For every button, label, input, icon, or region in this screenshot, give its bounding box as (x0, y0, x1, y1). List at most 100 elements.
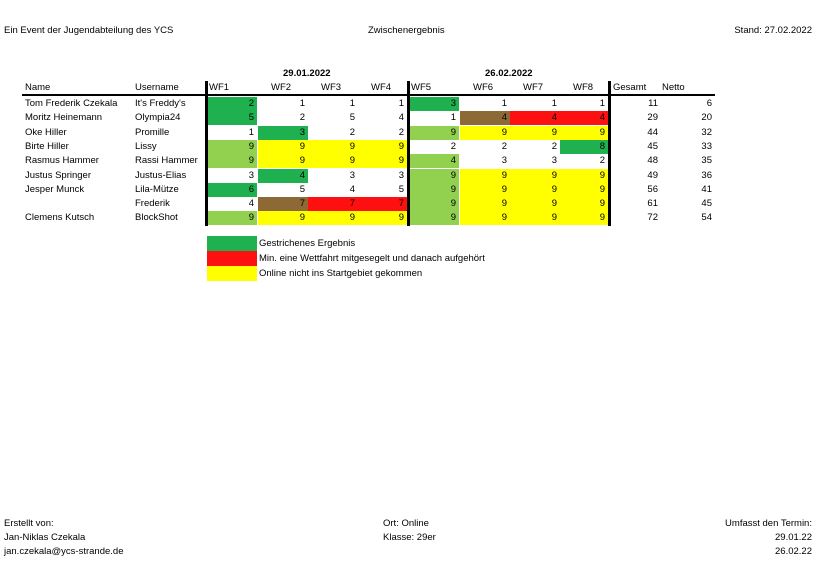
cell-race-score: 9 (510, 168, 560, 183)
cell-race-score: 2 (510, 139, 560, 154)
footer-email: jan.czekala@ycs-strande.de (4, 546, 124, 557)
cell-netto: 35 (701, 155, 712, 167)
cell-race-score: 4 (308, 182, 358, 197)
cell-race-score: 9 (510, 182, 560, 197)
header-race-6: WF6 (473, 82, 494, 93)
divider-left (205, 81, 208, 226)
cell-username: Olympia24 (135, 112, 181, 124)
cell-race-score: 1 (358, 97, 407, 111)
cell-race-score: 9 (410, 125, 459, 140)
cell-gesamt: 48 (647, 155, 658, 167)
cell-username: Frederik (135, 198, 170, 210)
cell-race-score: 2 (208, 97, 257, 111)
cell-name: Birte Hiller (25, 140, 69, 152)
header-organizer: Ein Event der Jugendabteilung des YCS (4, 25, 174, 36)
cell-race-score: 4 (460, 111, 510, 126)
header-race-1: WF1 (209, 82, 230, 93)
cell-race-score: 1 (510, 97, 560, 111)
cell-name: Rasmus Hammer (25, 155, 99, 167)
cell-race-score: 9 (460, 211, 510, 226)
cell-race-score: 9 (510, 211, 560, 226)
cell-race-score: 3 (510, 154, 560, 169)
cell-netto: 20 (701, 112, 712, 124)
header-race-7: WF7 (523, 82, 544, 93)
divider-right (608, 81, 611, 226)
cell-name: Tom Frederik Czekala (25, 98, 118, 109)
cell-race-score: 2 (460, 139, 510, 154)
cell-race-score: 3 (410, 97, 459, 111)
cell-race-score: 4 (258, 168, 308, 183)
legend-swatch-red (207, 251, 257, 266)
cell-race-score: 9 (358, 154, 407, 169)
cell-race-score: 5 (358, 182, 407, 197)
header-underline (22, 94, 715, 96)
cell-race-score: 3 (208, 168, 257, 183)
divider-middle (407, 81, 410, 226)
cell-gesamt: 72 (647, 212, 658, 224)
cell-race-score: 7 (358, 197, 407, 212)
header-username: Username (135, 82, 179, 93)
cell-race-score: 4 (510, 111, 560, 126)
footer-created-label: Erstellt von: (4, 518, 54, 529)
legend-swatch-yellow (207, 266, 257, 281)
footer-author: Jan-Niklas Czekala (4, 532, 86, 543)
cell-race-score: 9 (410, 211, 459, 226)
cell-race-score: 5 (208, 111, 257, 126)
cell-race-score: 9 (208, 139, 257, 154)
cell-username: Justus-Elias (135, 169, 187, 181)
cell-race-score: 4 (410, 154, 459, 169)
legend-swatch-green (207, 236, 257, 251)
cell-race-score: 2 (358, 125, 407, 140)
header-netto: Netto (662, 82, 685, 93)
cell-race-score: 9 (258, 154, 308, 169)
cell-netto: 6 (706, 98, 712, 109)
cell-name: Oke Hiller (25, 126, 67, 138)
cell-race-score: 4 (208, 197, 257, 212)
cell-race-score: 9 (510, 125, 560, 140)
cell-race-score: 9 (560, 168, 608, 183)
cell-netto: 33 (701, 140, 712, 152)
cell-race-score: 9 (560, 211, 608, 226)
cell-race-score: 3 (460, 154, 510, 169)
cell-username: Promille (135, 126, 170, 138)
cell-race-score: 9 (258, 139, 308, 154)
cell-race-score: 1 (308, 97, 358, 111)
cell-race-score: 4 (560, 111, 608, 126)
legend-label-struck: Gestrichenes Ergebnis (259, 238, 356, 249)
cell-gesamt: 49 (647, 169, 658, 181)
header-race-3: WF3 (321, 82, 342, 93)
cell-username: Lila-Mütze (135, 183, 179, 195)
cell-race-score: 6 (208, 182, 257, 197)
cell-race-score: 5 (308, 111, 358, 126)
cell-username: Lissy (135, 140, 157, 152)
cell-netto: 45 (701, 198, 712, 210)
cell-gesamt: 11 (648, 98, 658, 109)
cell-name: Justus Springer (25, 169, 92, 181)
header-gesamt: Gesamt (613, 82, 647, 93)
cell-race-score: 9 (308, 154, 358, 169)
cell-gesamt: 29 (647, 112, 658, 124)
cell-race-score: 9 (460, 182, 510, 197)
cell-name: Clemens Kutsch (25, 212, 95, 224)
cell-username: It's Freddy's (135, 98, 186, 109)
cell-race-score: 5 (258, 182, 308, 197)
cell-name: Jesper Munck (25, 183, 85, 195)
cell-gesamt: 61 (647, 198, 658, 210)
footer-date-2: 26.02.22 (775, 546, 812, 557)
header-race-5: WF5 (411, 82, 432, 93)
cell-race-score: 3 (358, 168, 407, 183)
footer-location: Ort: Online (383, 518, 429, 529)
header-title: Zwischenergebnis (368, 25, 445, 36)
cell-race-score: 9 (460, 168, 510, 183)
cell-netto: 54 (701, 212, 712, 224)
cell-gesamt: 45 (647, 140, 658, 152)
header-date: Stand: 27.02.2022 (734, 25, 812, 36)
cell-netto: 41 (701, 183, 712, 195)
cell-netto: 32 (701, 126, 712, 138)
cell-race-score: 7 (308, 197, 358, 212)
cell-race-score: 9 (560, 197, 608, 212)
cell-race-score: 9 (560, 125, 608, 140)
cell-race-score: 9 (358, 211, 407, 226)
cell-race-score: 3 (258, 125, 308, 140)
cell-race-score: 9 (308, 139, 358, 154)
